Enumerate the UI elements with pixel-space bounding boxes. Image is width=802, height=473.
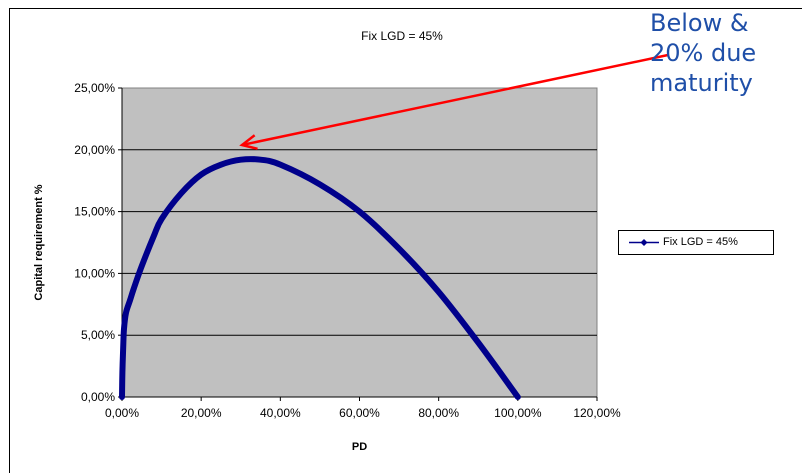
legend: Fix LGD = 45% xyxy=(618,230,774,255)
x-tick-label: 20,00% xyxy=(181,406,222,420)
annotation-callout: Below & 20% due maturity xyxy=(650,8,802,98)
legend-label: Fix LGD = 45% xyxy=(663,236,738,248)
y-tick-label: 0,00% xyxy=(81,390,115,404)
y-tick-label: 15,00% xyxy=(74,205,115,219)
series-line xyxy=(119,156,521,400)
x-tick-label: 120,00% xyxy=(573,406,621,420)
annotation-line-1: Below & xyxy=(650,9,749,37)
y-tick-label: 25,00% xyxy=(74,81,115,95)
y-tick-label: 5,00% xyxy=(81,328,115,342)
y-tick-label: 10,00% xyxy=(74,266,115,280)
x-tick-label: 100,00% xyxy=(494,406,542,420)
y-axis-label: Capital requirement % xyxy=(33,184,45,300)
plot-area xyxy=(121,87,598,398)
legend-line-marker xyxy=(629,239,659,246)
annotation-line-2: 20% due xyxy=(650,39,757,67)
x-axis-label: PD xyxy=(352,441,367,453)
annotation-arrow-head xyxy=(239,134,258,151)
annotation-arrow xyxy=(241,53,669,147)
gridlines xyxy=(122,149,597,336)
y-tick-label: 20,00% xyxy=(74,143,115,157)
x-tick-label: 60,00% xyxy=(339,406,380,420)
chart-title: Fix LGD = 45% xyxy=(361,29,443,43)
x-tick-label: 80,00% xyxy=(418,406,459,420)
tick-labels: 0,00% 5,00% 10,00% 15,00% 20,00% 25,00% 0,00% 2… xyxy=(74,81,621,420)
annotation-line-3: maturity xyxy=(650,69,753,97)
x-tick-label: 0,00% xyxy=(105,406,139,420)
x-tick-label: 40,00% xyxy=(260,406,301,420)
